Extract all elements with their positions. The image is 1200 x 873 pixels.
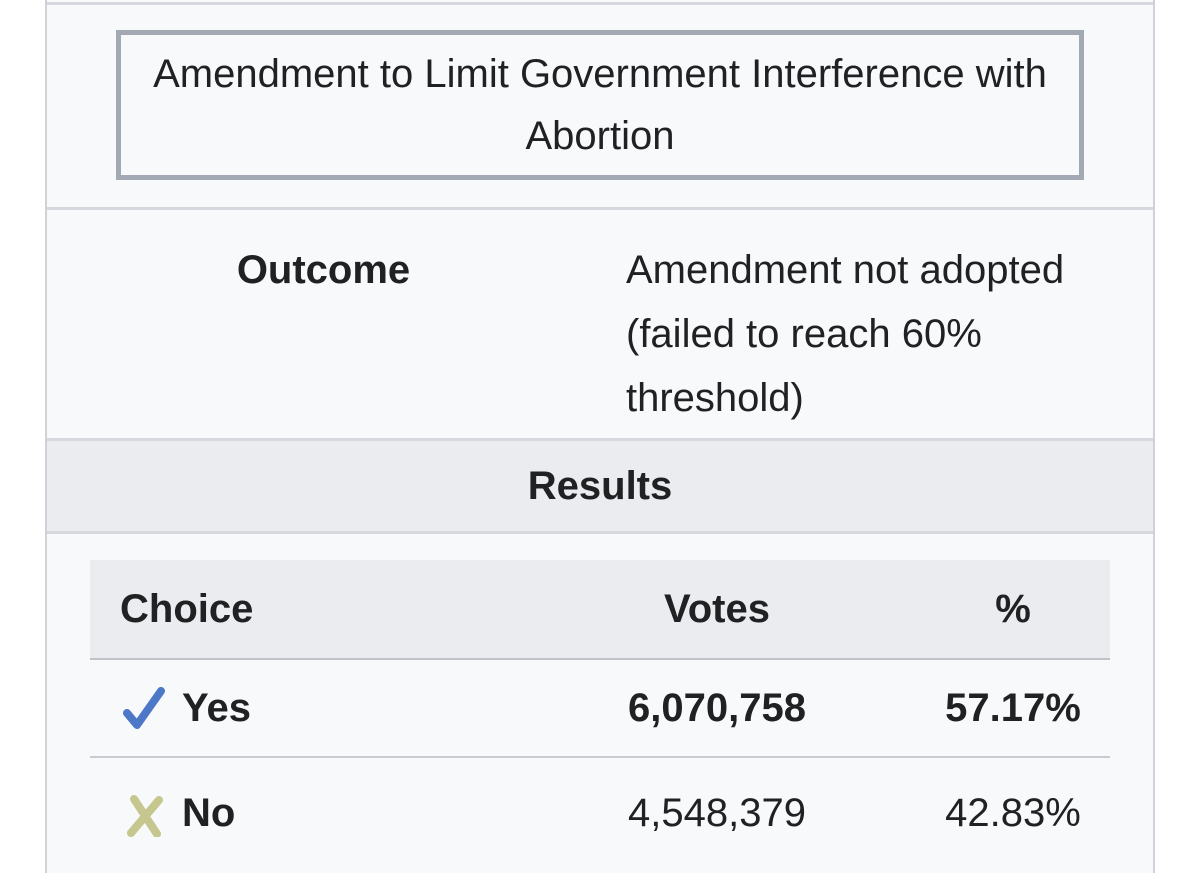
- votes-cell: 4,548,379: [628, 790, 806, 835]
- results-table-header: Choice Votes %: [90, 560, 1110, 660]
- votes-cell: 6,070,758: [628, 685, 806, 730]
- table-row-no: No 4,548,379 42.83%: [90, 758, 1110, 868]
- column-header-votes: Votes: [664, 586, 770, 631]
- results-table: Choice Votes % Yes 6,070,758 57.17% No 4…: [90, 560, 1110, 868]
- results-heading: Results: [527, 463, 673, 508]
- results-section-header: Results: [47, 441, 1153, 534]
- check-icon: [123, 687, 165, 729]
- x-icon: [127, 795, 163, 837]
- cropped-previous-row: [47, 0, 1153, 5]
- outcome-row: Outcome Amendment not adopted (failed to…: [47, 210, 1153, 441]
- percent-cell: 42.83%: [945, 790, 1081, 835]
- measure-title: Amendment to Limit Government Interferen…: [116, 30, 1084, 180]
- ballot-measure-infobox: Amendment to Limit Government Interferen…: [45, 0, 1155, 873]
- outcome-label: Outcome: [236, 248, 411, 292]
- title-row: Amendment to Limit Government Interferen…: [47, 5, 1153, 210]
- outcome-value: Amendment not adopted (failed to reach 6…: [626, 248, 1065, 420]
- column-header-percent: %: [995, 586, 1031, 631]
- choice-cell: No: [90, 789, 518, 837]
- table-row-yes: Yes 6,070,758 57.17%: [90, 660, 1110, 758]
- column-header-choice: Choice: [120, 586, 254, 631]
- choice-label: Yes: [182, 685, 251, 730]
- percent-cell: 57.17%: [945, 685, 1081, 730]
- choice-cell: Yes: [90, 684, 518, 732]
- choice-label: No: [182, 790, 236, 835]
